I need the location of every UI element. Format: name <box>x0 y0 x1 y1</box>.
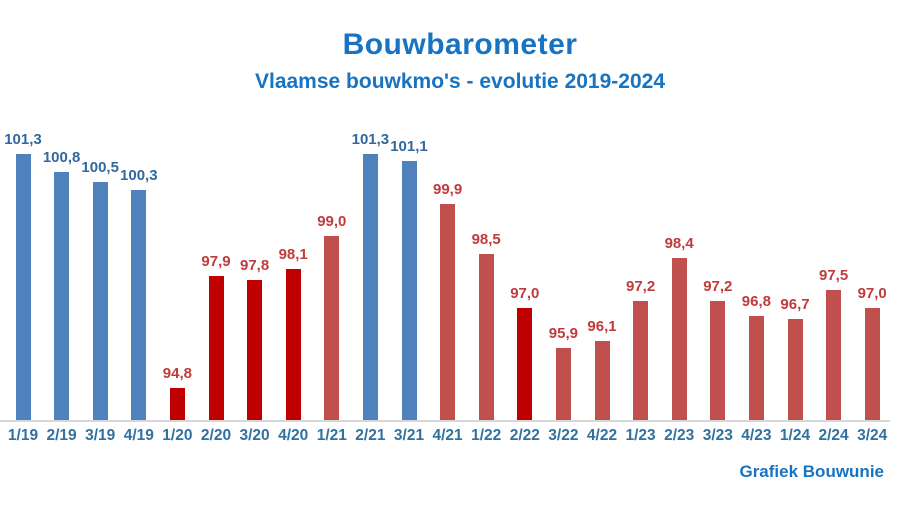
bar-3-22 <box>555 348 571 420</box>
value-label-1-20: 94,8 <box>162 365 192 382</box>
bar-4-23 <box>748 316 764 420</box>
x-tick-3-20: 3/20 <box>239 427 270 444</box>
x-tick-3-23: 3/23 <box>702 427 733 444</box>
bar-1-23 <box>633 301 649 420</box>
bar-3-21 <box>401 161 417 420</box>
bar-1-24 <box>787 319 803 420</box>
bar-2-22 <box>517 308 533 420</box>
value-label-1-22: 98,5 <box>471 231 501 248</box>
x-tick-2-20: 2/20 <box>200 427 232 444</box>
x-tick-1-20: 1/20 <box>162 427 193 444</box>
value-label-1-21: 99,0 <box>317 213 347 230</box>
bar-3-19 <box>92 182 108 420</box>
bar-2-21 <box>362 154 378 420</box>
bar-3-23 <box>710 301 726 420</box>
x-axis-line <box>0 420 890 422</box>
value-label-3-22: 95,9 <box>548 325 578 342</box>
value-label-1-23: 97,2 <box>625 278 656 295</box>
bar-3-24 <box>864 308 880 420</box>
value-label-4-21: 99,9 <box>432 181 463 198</box>
x-tick-1-24: 1/24 <box>779 427 811 444</box>
bar-4-21 <box>440 204 456 420</box>
x-tick-4-20: 4/20 <box>278 427 309 444</box>
bar-1-21 <box>324 236 340 420</box>
value-label-4-22: 96,1 <box>587 318 617 335</box>
x-tick-2-21: 2/21 <box>355 427 386 444</box>
bar-3-20 <box>247 280 263 420</box>
x-tick-4-23: 4/23 <box>741 427 772 444</box>
value-label-1-24: 96,7 <box>780 296 810 313</box>
bar-1-22 <box>478 254 494 420</box>
bar-4-20 <box>285 269 301 420</box>
x-tick-1-22: 1/22 <box>471 427 502 444</box>
x-tick-2-24: 2/24 <box>818 427 849 444</box>
x-tick-4-19: 4/19 <box>123 427 154 444</box>
x-tick-3-24: 3/24 <box>857 427 888 444</box>
x-tick-1-19: 1/19 <box>7 427 39 444</box>
chart-credit: Grafiek Bouwunie <box>739 462 884 481</box>
x-tick-1-21: 1/21 <box>316 427 347 444</box>
value-label-2-21: 101,3 <box>351 131 390 148</box>
bar-2-23 <box>671 258 687 420</box>
bar-4-19 <box>131 190 147 420</box>
value-label-2-24: 97,5 <box>818 267 849 284</box>
x-tick-1-23: 1/23 <box>625 427 656 444</box>
value-label-3-23: 97,2 <box>703 278 733 295</box>
value-label-4-20: 98,1 <box>278 246 308 263</box>
value-label-2-23: 98,4 <box>664 235 694 252</box>
value-label-3-21: 101,1 <box>390 138 428 155</box>
chart-title: Bouwbarometer <box>342 28 578 61</box>
chart-subtitle: Vlaamse bouwkmo's - evolutie 2019-2024 <box>254 70 665 93</box>
bar-1-20 <box>169 388 185 420</box>
x-tick-2-19: 2/19 <box>46 427 77 444</box>
x-tick-3-19: 3/19 <box>85 427 116 444</box>
value-label-2-19: 100,8 <box>42 149 81 166</box>
x-tick-4-22: 4/22 <box>586 427 618 444</box>
value-label-3-20: 97,8 <box>239 257 270 274</box>
bar-2-19 <box>54 172 70 420</box>
x-tick-2-22: 2/22 <box>509 427 540 444</box>
value-label-4-23: 96,8 <box>741 293 771 310</box>
value-label-3-24: 97,0 <box>857 285 887 302</box>
x-tick-4-21: 4/21 <box>432 427 463 444</box>
bar-2-24 <box>826 290 842 420</box>
x-tick-3-22: 3/22 <box>548 427 579 444</box>
value-label-1-19: 101,3 <box>4 131 42 148</box>
value-label-2-20: 97,9 <box>201 253 231 270</box>
x-tick-3-21: 3/21 <box>393 427 425 444</box>
bar-1-19 <box>15 154 31 420</box>
value-label-3-19: 100,5 <box>81 159 119 176</box>
bar-2-20 <box>208 276 224 420</box>
value-label-4-19: 100,3 <box>120 167 158 184</box>
bar-4-22 <box>594 341 610 420</box>
value-label-2-22: 97,0 <box>510 285 540 302</box>
x-tick-2-23: 2/23 <box>664 427 695 444</box>
